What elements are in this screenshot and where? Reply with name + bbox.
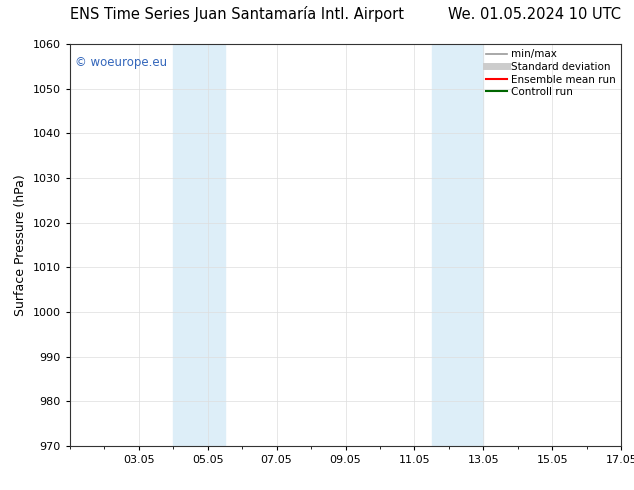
Y-axis label: Surface Pressure (hPa): Surface Pressure (hPa) [14,174,27,316]
Text: © woeurope.eu: © woeurope.eu [75,56,167,69]
Bar [432,44,483,446]
Text: ENS Time Series Juan Santamaría Intl. Airport: ENS Time Series Juan Santamaría Intl. Ai… [70,6,404,22]
Text: We. 01.05.2024 10 UTC: We. 01.05.2024 10 UTC [448,7,621,22]
Bar [173,44,225,446]
Legend: min/max, Standard deviation, Ensemble mean run, Controll run: min/max, Standard deviation, Ensemble me… [486,49,616,97]
